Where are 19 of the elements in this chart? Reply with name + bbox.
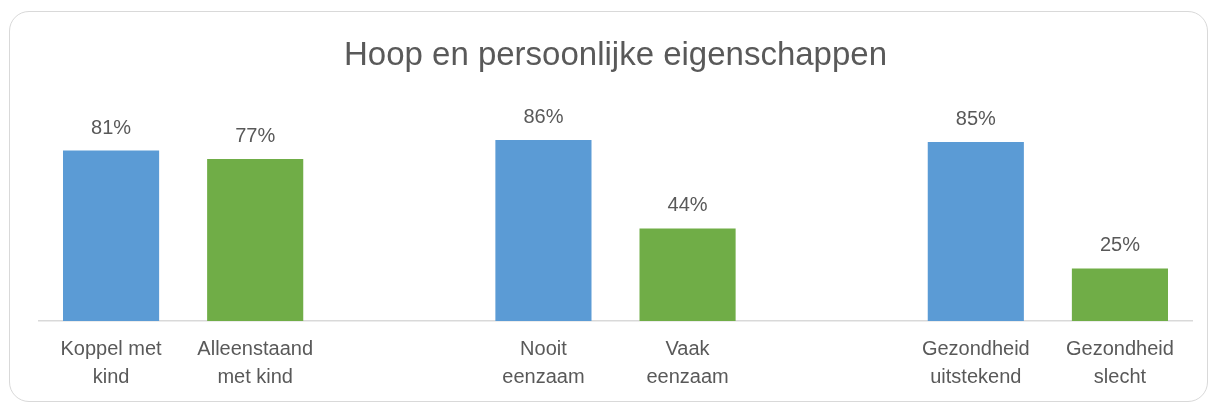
bar [207, 158, 304, 321]
data-label: 81% [91, 115, 132, 138]
bar [639, 228, 736, 321]
chart-title: Hoop en persoonlijke eigenschappen [343, 34, 888, 72]
data-label: 25% [1099, 233, 1141, 256]
x-tick-label: Gezondheid slecht [1066, 336, 1174, 387]
data-label: 86% [523, 105, 564, 128]
bar [1071, 268, 1168, 321]
x-tick-label: Nooit eenzaam [502, 336, 585, 387]
x-tick-label: Koppel met kind [60, 336, 163, 387]
bar [63, 150, 160, 321]
x-tick-label: Gezondheid uitstekend [921, 336, 1030, 387]
bar [495, 140, 592, 321]
data-label: 44% [667, 193, 708, 216]
bar [927, 142, 1024, 321]
data-label: 77% [235, 123, 276, 146]
data-label: 85% [955, 107, 997, 130]
x-tick-label: Alleenstaand met kind [197, 336, 314, 387]
x-tick-label: Vaak eenzaam [646, 336, 729, 387]
